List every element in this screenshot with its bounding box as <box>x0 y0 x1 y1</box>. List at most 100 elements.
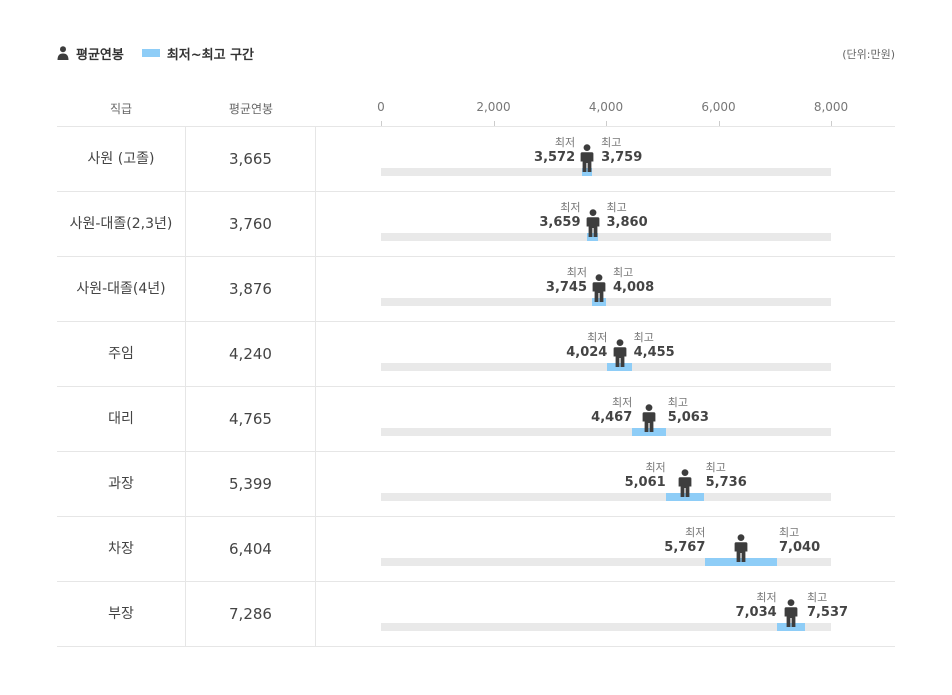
column-header-position: 직급 <box>109 102 133 116</box>
person-icon <box>784 599 798 627</box>
salary-range-bar <box>705 558 777 566</box>
min-label: 최저 <box>587 331 608 344</box>
table-row: 대리 4,765 최저 4,467 최고 5,063 <box>57 387 895 451</box>
average-salary-value: 4,240 <box>186 322 316 386</box>
min-value: 5,767 <box>664 540 706 555</box>
x-tick-label: 6,000 <box>701 100 736 114</box>
row-divider <box>57 451 895 452</box>
person-icon <box>57 46 69 60</box>
max-label: 최고 <box>779 526 800 539</box>
max-value: 7,040 <box>779 540 821 555</box>
unit-label: (단위:만원) <box>842 48 895 61</box>
person-icon <box>642 404 656 432</box>
x-tick-label: 8,000 <box>813 100 849 114</box>
max-label: 최고 <box>606 201 627 214</box>
person-icon <box>592 274 606 302</box>
max-value: 3,759 <box>601 150 643 165</box>
min-label: 최저 <box>554 136 576 149</box>
header-divider <box>57 126 895 127</box>
salary-range-bar <box>586 233 599 241</box>
legend-range-label: 최저~최고 구간 <box>166 47 255 63</box>
min-label: 최저 <box>560 201 581 214</box>
min-value: 3,572 <box>534 150 576 165</box>
average-salary-value: 3,665 <box>186 127 316 191</box>
table-row: 사원 (고졸) 3,665 최저 3,572 최고 3,759 <box>57 127 895 191</box>
salary-range-bar <box>665 493 704 501</box>
row-divider <box>57 581 895 582</box>
x-tick-mark <box>718 121 720 126</box>
table-row: 사원-대졸(2,3년) 3,760 최저 3,659 최고 3,860 <box>57 192 895 256</box>
max-value: 4,008 <box>613 280 655 295</box>
legend-range-swatch <box>141 49 160 57</box>
table-row: 사원-대졸(4년) 3,876 최저 3,745 최고 4,008 <box>57 257 895 321</box>
range-track <box>381 623 831 631</box>
position-label: 사원-대졸(4년) <box>57 257 186 321</box>
max-value: 7,537 <box>806 605 849 620</box>
max-value: 5,736 <box>705 475 747 490</box>
column-header-average: 평균연봉 <box>228 102 274 116</box>
average-salary-value: 3,760 <box>186 192 316 256</box>
position-label: 대리 <box>57 387 186 451</box>
table-row: 주임 4,240 최저 4,024 최고 4,455 <box>57 322 895 386</box>
min-label: 최저 <box>566 266 588 279</box>
range-track <box>381 558 831 566</box>
row-divider <box>57 386 895 387</box>
row-divider <box>57 321 895 322</box>
min-value: 4,024 <box>566 345 608 360</box>
row-divider <box>57 191 895 192</box>
person-icon <box>586 209 600 237</box>
position-label: 과장 <box>57 452 186 516</box>
x-tick-label: 2,000 <box>476 100 511 114</box>
min-value: 4,467 <box>591 410 633 425</box>
salary-range-bar <box>607 363 632 371</box>
average-salary-value: 3,876 <box>186 257 316 321</box>
average-salary-value: 4,765 <box>186 387 316 451</box>
min-value: 3,745 <box>545 280 588 295</box>
legend: 평균연봉 최저~최고 구간 <box>57 44 255 63</box>
min-value: 3,659 <box>539 215 581 230</box>
min-label: 최저 <box>612 396 633 409</box>
salary-range-bar <box>581 168 593 176</box>
x-tick-mark <box>606 121 607 126</box>
row-divider <box>57 256 895 257</box>
max-label: 최고 <box>633 331 654 344</box>
average-salary-value: 5,399 <box>186 452 316 516</box>
table-row: 부장 7,286 최저 7,034 최고 7,537 <box>57 582 895 646</box>
min-value: 5,061 <box>624 475 666 490</box>
position-label: 부장 <box>57 582 186 646</box>
max-label: 최고 <box>601 136 622 149</box>
x-tick-mark <box>831 121 832 126</box>
table-row: 과장 5,399 최저 5,061 최고 5,736 <box>57 452 895 516</box>
position-label: 주임 <box>57 322 186 386</box>
range-track <box>381 168 831 176</box>
min-label: 최저 <box>685 526 706 539</box>
person-icon <box>613 339 627 367</box>
row-divider <box>57 516 895 517</box>
average-salary-value: 7,286 <box>186 582 316 646</box>
max-label: 최고 <box>806 591 828 604</box>
x-tick-mark <box>493 121 495 126</box>
salary-range-bar <box>632 428 666 436</box>
position-label: 사원-대졸(2,3년) <box>57 192 186 256</box>
max-value: 5,063 <box>667 410 709 425</box>
max-label: 최고 <box>667 396 689 409</box>
max-value: 3,860 <box>606 215 648 230</box>
range-track <box>381 233 831 241</box>
range-track <box>381 493 831 501</box>
max-value: 4,455 <box>633 345 675 360</box>
average-salary-value: 6,404 <box>186 517 316 581</box>
table-row: 차장 6,404 최저 5,767 최고 7,040 <box>57 517 895 581</box>
x-tick-mark <box>381 121 382 126</box>
salary-range-bar <box>591 298 607 306</box>
position-label: 차장 <box>57 517 186 581</box>
min-label: 최저 <box>645 461 666 474</box>
salary-range-bar <box>776 623 805 631</box>
min-label: 최저 <box>756 591 777 604</box>
legend-average-label: 평균연봉 <box>76 47 124 63</box>
person-icon <box>580 144 594 172</box>
x-tick-label: 0 <box>377 100 385 114</box>
person-icon <box>678 469 692 497</box>
person-icon <box>734 534 748 562</box>
range-track <box>381 428 831 436</box>
position-label: 사원 (고졸) <box>57 127 186 191</box>
